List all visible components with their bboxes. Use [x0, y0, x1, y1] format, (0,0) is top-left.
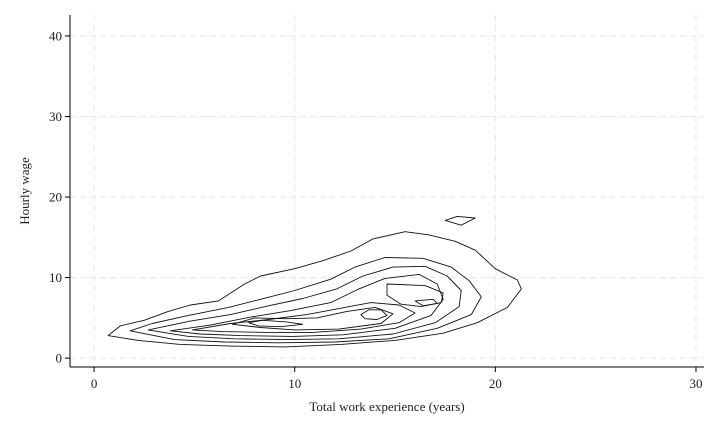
- axes: 0 10 20 30 0 10 20 30 40: [49, 15, 704, 391]
- y-tick-label-20: 20: [49, 190, 62, 205]
- grid: [70, 15, 704, 367]
- x-tick-label-20: 20: [489, 376, 502, 391]
- contour-level-3: [147, 265, 462, 341]
- y-tick-label-30: 30: [49, 109, 62, 124]
- contour-level-2: [129, 257, 482, 344]
- contour-level-4: [169, 273, 444, 337]
- contour-level-9: [414, 298, 438, 307]
- contour-level-10: [386, 283, 444, 308]
- contour-level-1: [107, 231, 522, 348]
- contour-level-8: [360, 309, 388, 320]
- contour-level-11: [444, 215, 476, 226]
- y-tick-label-40: 40: [49, 28, 62, 43]
- x-axis-title: Total work experience (years): [309, 399, 464, 414]
- contour-lines: [107, 215, 522, 348]
- x-tick-label-30: 30: [689, 376, 702, 391]
- y-tick-label-0: 0: [56, 351, 63, 366]
- y-tick-label-10: 10: [49, 270, 62, 285]
- contour-level-7: [248, 319, 304, 328]
- x-tick-label-0: 0: [91, 376, 98, 391]
- y-axis-title: Hourly wage: [17, 157, 32, 225]
- x-tick-label-10: 10: [288, 376, 301, 391]
- contour-level-6: [232, 306, 394, 331]
